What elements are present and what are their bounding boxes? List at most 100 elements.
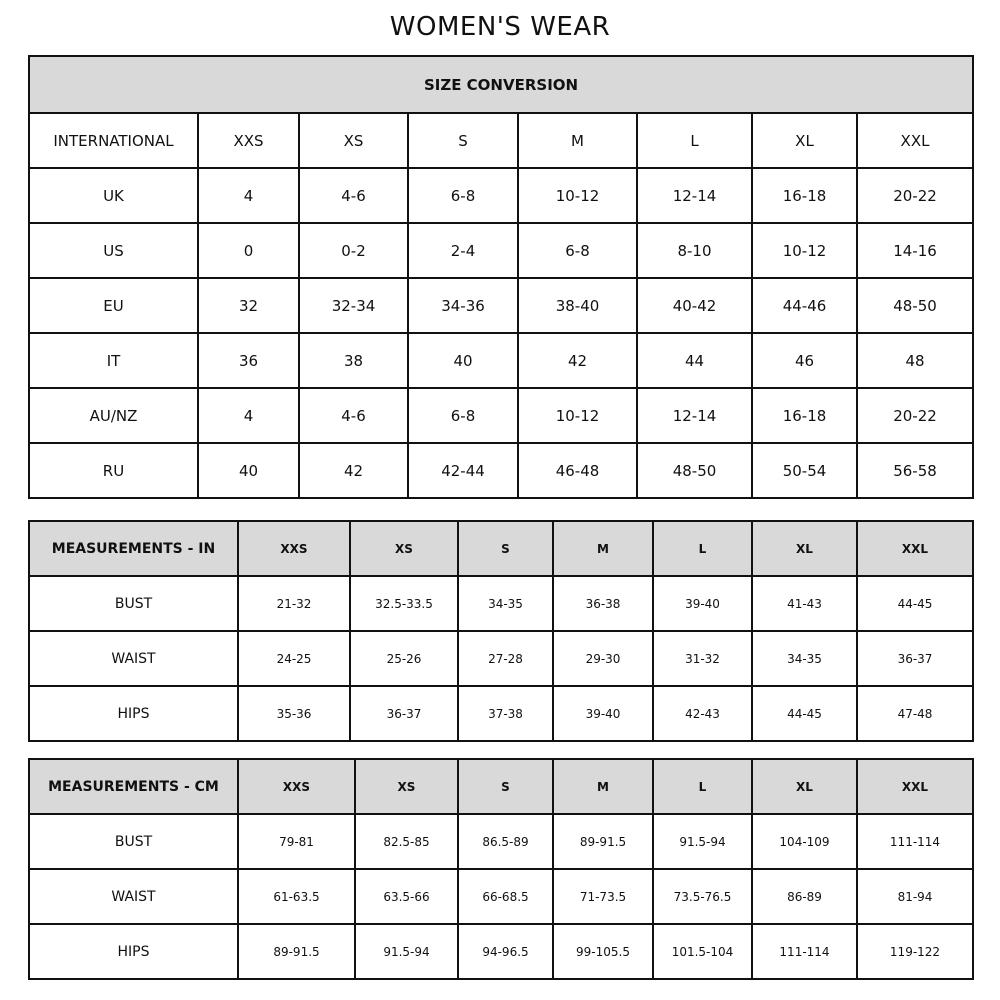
table-cell: 42-44 bbox=[407, 442, 519, 499]
table-cell: XL bbox=[751, 758, 858, 815]
table-cell: 12-14 bbox=[636, 167, 753, 224]
table-cell: 12-14 bbox=[636, 387, 753, 444]
table-cell: XXS bbox=[197, 112, 300, 169]
row-label: MEASUREMENTS - IN bbox=[28, 520, 239, 577]
table-cell: XXS bbox=[237, 758, 356, 815]
table-cell: L bbox=[652, 520, 753, 577]
row-label: RU bbox=[28, 442, 199, 499]
row-label: US bbox=[28, 222, 199, 279]
table-row: BUST 21-32 32.5-33.5 34-35 36-38 39-40 41-43 44… bbox=[28, 575, 974, 632]
table-cell: 42 bbox=[298, 442, 409, 499]
table-cell: 39-40 bbox=[552, 685, 654, 742]
table-cell: 104-109 bbox=[751, 813, 858, 870]
row-label: INTERNATIONAL bbox=[28, 112, 199, 169]
table-cell: 42-43 bbox=[652, 685, 753, 742]
table-cell: XXL bbox=[856, 758, 974, 815]
table-cell: 44-46 bbox=[751, 277, 858, 334]
table-cell: 91.5-94 bbox=[354, 923, 459, 980]
table-cell: 101.5-104 bbox=[652, 923, 753, 980]
row-label: BUST bbox=[28, 575, 239, 632]
table-cell: 32 bbox=[197, 277, 300, 334]
table-cell: 4 bbox=[197, 387, 300, 444]
table-cell: 94-96.5 bbox=[457, 923, 554, 980]
table-cell: 6-8 bbox=[517, 222, 638, 279]
row-label: EU bbox=[28, 277, 199, 334]
measurements-cm-table: MEASUREMENTS - CM XXS XS S M L XL XXL BUST 79-81 8… bbox=[28, 758, 974, 980]
table-cell: 0-2 bbox=[298, 222, 409, 279]
table-cell: 40-42 bbox=[636, 277, 753, 334]
table-cell: 42 bbox=[517, 332, 638, 389]
table-cell: 31-32 bbox=[652, 630, 753, 687]
table-cell: 6-8 bbox=[407, 387, 519, 444]
table-cell: 16-18 bbox=[751, 167, 858, 224]
table-cell: 10-12 bbox=[517, 387, 638, 444]
table-cell: 111-114 bbox=[751, 923, 858, 980]
header-row: MEASUREMENTS - IN XXS XS S M L XL XXL bbox=[28, 520, 974, 577]
row-label: WAIST bbox=[28, 630, 239, 687]
table-cell: S bbox=[457, 520, 554, 577]
size-conversion-heading: SIZE CONVERSION bbox=[27, 55, 975, 114]
table-cell: 73.5-76.5 bbox=[652, 868, 753, 925]
table-cell: XS bbox=[349, 520, 459, 577]
table-cell: 71-73.5 bbox=[552, 868, 654, 925]
table-row: WAIST 24-25 25-26 27-28 29-30 31-32 34-35 36-37 bbox=[28, 630, 974, 687]
page-title: WOMEN'S WEAR bbox=[389, 12, 611, 42]
row-label: BUST bbox=[28, 813, 239, 870]
table-cell: 40 bbox=[197, 442, 300, 499]
table-cell: XXL bbox=[856, 520, 974, 577]
size-conversion-table: SIZE CONVERSION INTERNATIONAL XXS XS S M L XL XX… bbox=[27, 55, 975, 499]
table-cell: 20-22 bbox=[855, 387, 975, 444]
table-cell: 63.5-66 bbox=[354, 868, 459, 925]
table-cell: 10-12 bbox=[517, 167, 638, 224]
row-label: MEASUREMENTS - CM bbox=[28, 758, 239, 815]
table-cell: 46 bbox=[751, 332, 858, 389]
table-cell: 48 bbox=[855, 332, 975, 389]
table-cell: 86-89 bbox=[751, 868, 858, 925]
table-cell: 89-91.5 bbox=[237, 923, 356, 980]
table-cell: 82.5-85 bbox=[354, 813, 459, 870]
table-cell: XXL bbox=[855, 112, 975, 169]
table-cell: 25-26 bbox=[349, 630, 459, 687]
table-cell: L bbox=[652, 758, 753, 815]
table-cell: 50-54 bbox=[751, 442, 858, 499]
table-cell: 8-10 bbox=[636, 222, 753, 279]
table-cell: 0 bbox=[197, 222, 300, 279]
table-cell: 2-4 bbox=[407, 222, 519, 279]
table-row: HIPS 35-36 36-37 37-38 39-40 42-43 44-45 47-48 bbox=[28, 685, 974, 742]
table-cell: XXS bbox=[237, 520, 351, 577]
table-cell: 48-50 bbox=[636, 442, 753, 499]
row-label: UK bbox=[28, 167, 199, 224]
row-label: HIPS bbox=[28, 923, 239, 980]
table-cell: 6-8 bbox=[407, 167, 519, 224]
table-cell: 86.5-89 bbox=[457, 813, 554, 870]
table-cell: 37-38 bbox=[457, 685, 554, 742]
table-cell: S bbox=[407, 112, 519, 169]
table-cell: 32-34 bbox=[298, 277, 409, 334]
table-cell: 34-35 bbox=[457, 575, 554, 632]
row-label: AU/NZ bbox=[28, 387, 199, 444]
table-cell: 41-43 bbox=[751, 575, 858, 632]
table-cell: 46-48 bbox=[517, 442, 638, 499]
table-cell: 29-30 bbox=[552, 630, 654, 687]
row-label: IT bbox=[28, 332, 199, 389]
table-cell: 34-35 bbox=[751, 630, 858, 687]
table-cell: 24-25 bbox=[237, 630, 351, 687]
table-row: IT 36 38 40 42 44 46 48 bbox=[28, 332, 975, 389]
table-cell: 36 bbox=[197, 332, 300, 389]
table-cell: 44-45 bbox=[751, 685, 858, 742]
table-row: RU 40 42 42-44 46-48 48-50 50-54 56-58 bbox=[28, 442, 975, 499]
table-row: WAIST 61-63.5 63.5-66 66-68.5 71-73.5 73.5-76… bbox=[28, 868, 974, 925]
table-cell: XS bbox=[298, 112, 409, 169]
table-cell: 79-81 bbox=[237, 813, 356, 870]
table-cell: 34-36 bbox=[407, 277, 519, 334]
table-cell: M bbox=[552, 520, 654, 577]
table-cell: 21-32 bbox=[237, 575, 351, 632]
table-row: INTERNATIONAL XXS XS S M L XL XXL bbox=[28, 112, 975, 169]
table-row: AU/NZ 4 4-6 6-8 10-12 12-14 16-18 20-22 bbox=[28, 387, 975, 444]
table-cell: 36-38 bbox=[552, 575, 654, 632]
table-cell: 16-18 bbox=[751, 387, 858, 444]
row-label: HIPS bbox=[28, 685, 239, 742]
table-cell: 39-40 bbox=[652, 575, 753, 632]
table-row: US 0 0-2 2-4 6-8 8-10 10-12 14-16 bbox=[28, 222, 975, 279]
table-cell: 20-22 bbox=[855, 167, 975, 224]
